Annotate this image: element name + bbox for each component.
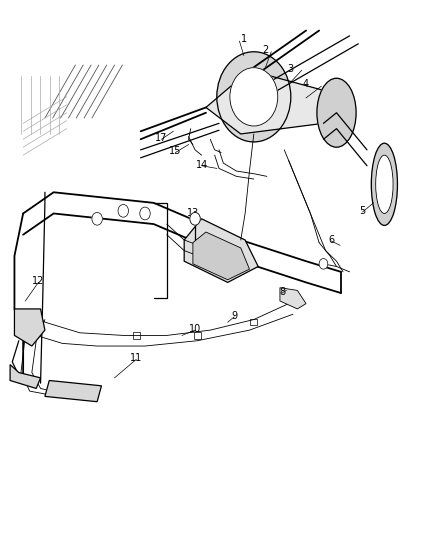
Polygon shape bbox=[206, 70, 328, 134]
Circle shape bbox=[190, 213, 200, 225]
Bar bbox=[194, 332, 201, 338]
Text: 9: 9 bbox=[231, 311, 237, 321]
Text: 5: 5 bbox=[360, 206, 366, 216]
Circle shape bbox=[118, 205, 128, 217]
Polygon shape bbox=[45, 381, 102, 402]
Text: 1: 1 bbox=[241, 34, 247, 44]
Text: 2: 2 bbox=[262, 45, 268, 55]
Text: 8: 8 bbox=[279, 287, 285, 297]
Text: 10: 10 bbox=[189, 324, 201, 334]
Text: 15: 15 bbox=[170, 147, 182, 157]
Ellipse shape bbox=[371, 143, 397, 225]
Circle shape bbox=[217, 52, 291, 142]
Polygon shape bbox=[10, 365, 41, 389]
Ellipse shape bbox=[376, 155, 393, 214]
Polygon shape bbox=[14, 309, 45, 346]
Text: 14: 14 bbox=[195, 160, 208, 169]
Text: 3: 3 bbox=[288, 64, 294, 74]
Bar bbox=[133, 332, 140, 338]
Text: 6: 6 bbox=[328, 235, 334, 245]
Text: 12: 12 bbox=[32, 276, 45, 286]
Text: 4: 4 bbox=[303, 78, 309, 88]
Polygon shape bbox=[193, 232, 250, 280]
Polygon shape bbox=[184, 219, 258, 282]
Circle shape bbox=[319, 259, 328, 269]
Circle shape bbox=[230, 68, 278, 126]
Bar bbox=[251, 319, 257, 325]
Text: 17: 17 bbox=[155, 133, 168, 143]
Circle shape bbox=[140, 207, 150, 220]
Text: 13: 13 bbox=[187, 208, 199, 219]
Polygon shape bbox=[280, 288, 306, 309]
Text: 11: 11 bbox=[130, 353, 142, 363]
Circle shape bbox=[92, 213, 102, 225]
Ellipse shape bbox=[317, 78, 356, 147]
